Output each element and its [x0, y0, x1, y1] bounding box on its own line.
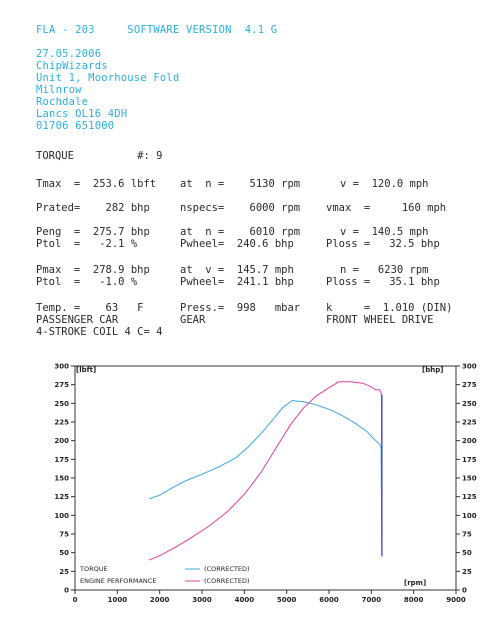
car-type: PASSENGER CAR — [36, 314, 119, 326]
prated-right: vmax = 160 mph — [326, 202, 447, 214]
y-tick-label-right: 125 — [462, 493, 477, 501]
y-tick-label-left: 300 — [54, 363, 69, 371]
engine-type: 4-STROKE COIL 4 C= 4 — [36, 326, 163, 338]
x-tick-label: 4000 — [235, 596, 255, 604]
drive-type: FRONT WHEEL DRIVE — [326, 314, 434, 326]
x-tick-label: 5000 — [277, 596, 297, 604]
y-axis-left-label: [lbft] — [76, 366, 96, 374]
series-lines — [148, 381, 383, 561]
y-tick-label-left: 125 — [54, 493, 69, 501]
x-tick-label: 9000 — [446, 596, 466, 604]
pwheel2-middle: Pwheel= 241.1 bhp — [180, 276, 294, 288]
x-axis-label: [rpm] — [404, 579, 426, 587]
y-tick-label-left: 75 — [59, 531, 69, 539]
y-tick-label-left: 0 — [64, 587, 69, 595]
y-tick-label-right: 175 — [462, 456, 477, 464]
address-line-company: ChipWizards — [36, 60, 108, 72]
prated-middle: nspecs= 6000 rpm — [180, 202, 301, 214]
tmax-left: Tmax = 253.6 lbft — [36, 178, 157, 190]
legend: TORQUE (CORRECTED) ENGINE PERFORMANCE (C… — [79, 565, 250, 585]
y-tick-label-left: 200 — [54, 437, 69, 445]
peng-middle: at n = 6010 rpm — [180, 226, 301, 238]
address-line-postcode: Lancs OL16 4DH — [36, 108, 128, 120]
x-tick-label: 1000 — [108, 596, 128, 604]
y-tick-label-left: 100 — [54, 512, 69, 520]
y-tick-label-right: 75 — [462, 531, 472, 539]
y-tick-label-left: 250 — [54, 400, 69, 408]
y-tick-label-right: 275 — [462, 381, 477, 389]
x-tick-label: 3000 — [192, 596, 212, 604]
x-tick-label: 2000 — [150, 596, 170, 604]
pwheel-middle: Pwheel= 240.6 bhp — [180, 238, 294, 250]
address-line-street: Unit 1, Moorhouse Fold — [36, 72, 180, 84]
plot-frame — [74, 365, 457, 591]
y-tick-label-right: 25 — [462, 568, 472, 576]
y-tick-label-right: 100 — [462, 512, 477, 520]
legend-power-note: (CORRECTED) — [204, 577, 250, 585]
tmax-middle: at n = 5130 rpm — [180, 178, 301, 190]
address-line-town: Milnrow — [36, 84, 82, 96]
x-tick-label: 8000 — [404, 596, 424, 604]
y-tick-label-left: 50 — [59, 549, 69, 557]
y-tick-label-right: 50 — [462, 549, 472, 557]
address-line-phone: 01706 651000 — [36, 120, 115, 132]
header-software-line: FLA - 203 SOFTWARE VERSION 4.1 G — [36, 24, 278, 36]
torque-series-line — [148, 400, 383, 557]
y-tick-label-right: 150 — [462, 475, 477, 483]
address-line-city: Rochdale — [36, 96, 89, 108]
tmax-right: v = 120.0 mph — [340, 178, 429, 190]
peng-right: v = 140.5 mph — [340, 226, 429, 238]
ploss2-right: Ploss = 35.1 bhp — [326, 276, 440, 288]
ptol2-left: Ptol = -1.0 % — [36, 276, 138, 288]
pmax-right: n = 6230 rpm — [340, 264, 429, 276]
k-factor-right: k = 1.010 (DIN) — [326, 302, 453, 314]
x-tick-label: 7000 — [362, 596, 382, 604]
legend-torque-note: (CORRECTED) — [204, 565, 250, 573]
y-tick-label-left: 150 — [54, 475, 69, 483]
y-axis-right-label: [bhp] — [422, 366, 443, 374]
y-tick-label-right: 225 — [462, 419, 477, 427]
legend-torque-label: TORQUE — [79, 565, 108, 573]
ploss-right: Ploss = 32.5 bhp — [326, 238, 440, 250]
temp-left: Temp. = 63 F — [36, 302, 144, 314]
prated-left: Prated= 282 bhp — [36, 202, 150, 214]
y-tick-label-right: 200 — [462, 437, 477, 445]
y-tick-label-left: 25 — [59, 568, 69, 576]
gear-label: GEAR — [180, 314, 206, 326]
y-tick-label-left: 275 — [54, 381, 69, 389]
power-series-line — [148, 381, 383, 561]
x-tick-label: 6000 — [319, 596, 339, 604]
peng-left: Peng = 275.7 bhp — [36, 226, 150, 238]
y-tick-label-right: 300 — [462, 363, 477, 371]
pmax-left: Pmax = 278.9 bhp — [36, 264, 150, 276]
y-tick-label-right: 0 — [462, 587, 467, 595]
y-tick-label-left: 175 — [54, 456, 69, 464]
ptol-left: Ptol = -2.1 % — [36, 238, 138, 250]
legend-power-label: ENGINE PERFORMANCE — [80, 577, 156, 585]
y-tick-label-right: 250 — [462, 400, 477, 408]
pmax-middle: at v = 145.7 mph — [180, 264, 294, 276]
x-tick-label: 0 — [73, 596, 78, 604]
y-tick-label-left: 225 — [54, 419, 69, 427]
torque-run-line: TORQUE #: 9 — [36, 150, 163, 162]
press-middle: Press.= 998 mbar — [180, 302, 301, 314]
address-line-date: 27.05.2006 — [36, 48, 102, 60]
